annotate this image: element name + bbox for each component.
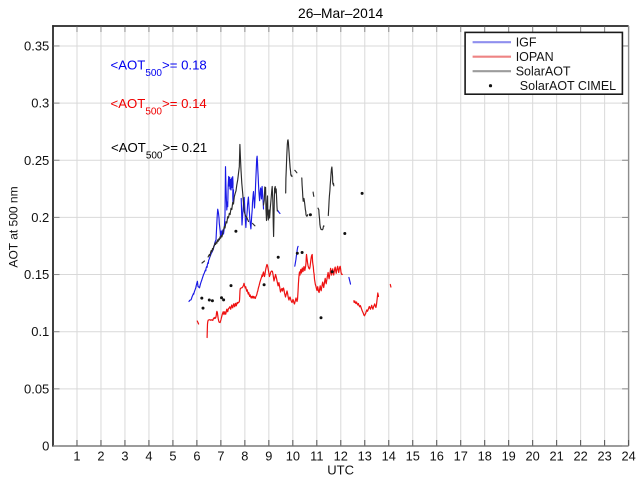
- svg-text:1: 1: [73, 449, 80, 464]
- svg-text:IGF: IGF: [516, 36, 537, 50]
- svg-text:20: 20: [526, 449, 540, 464]
- svg-text:21: 21: [550, 449, 564, 464]
- svg-text:17: 17: [454, 449, 468, 464]
- svg-text:9: 9: [265, 449, 272, 464]
- svg-text:0.1: 0.1: [31, 324, 49, 339]
- svg-text:UTC: UTC: [327, 462, 354, 477]
- svg-text:0.2: 0.2: [31, 210, 49, 225]
- svg-text:12: 12: [334, 449, 348, 464]
- svg-text:24: 24: [621, 449, 635, 464]
- svg-text:13: 13: [358, 449, 372, 464]
- svg-text:11: 11: [310, 449, 323, 464]
- svg-text:22: 22: [574, 449, 588, 464]
- svg-text:18: 18: [478, 449, 492, 464]
- svg-text:2: 2: [97, 449, 104, 464]
- svg-text:16: 16: [430, 449, 444, 464]
- svg-text:15: 15: [406, 449, 420, 464]
- svg-text:19: 19: [502, 449, 516, 464]
- svg-text:26–Mar–2014: 26–Mar–2014: [298, 6, 383, 21]
- svg-text:6: 6: [193, 449, 200, 464]
- svg-text:0.3: 0.3: [31, 96, 49, 111]
- svg-text:0: 0: [42, 439, 49, 454]
- svg-text:0.05: 0.05: [24, 381, 49, 396]
- svg-text:10: 10: [286, 449, 300, 464]
- svg-text:0.15: 0.15: [24, 267, 49, 282]
- svg-text:14: 14: [382, 449, 396, 464]
- svg-text:3: 3: [121, 449, 128, 464]
- svg-text:IOPAN: IOPAN: [516, 50, 554, 64]
- svg-text:8: 8: [241, 449, 248, 464]
- svg-text:SolarAOT CIMEL: SolarAOT CIMEL: [520, 79, 616, 93]
- svg-text:0.25: 0.25: [24, 153, 49, 168]
- svg-text:SolarAOT: SolarAOT: [516, 65, 571, 79]
- svg-text:0.35: 0.35: [24, 39, 49, 54]
- svg-text:AOT at 500 nm: AOT at 500 nm: [6, 186, 20, 267]
- svg-text:7: 7: [217, 449, 224, 464]
- svg-text:23: 23: [598, 449, 612, 464]
- svg-text:4: 4: [145, 449, 152, 464]
- svg-text:5: 5: [169, 449, 176, 464]
